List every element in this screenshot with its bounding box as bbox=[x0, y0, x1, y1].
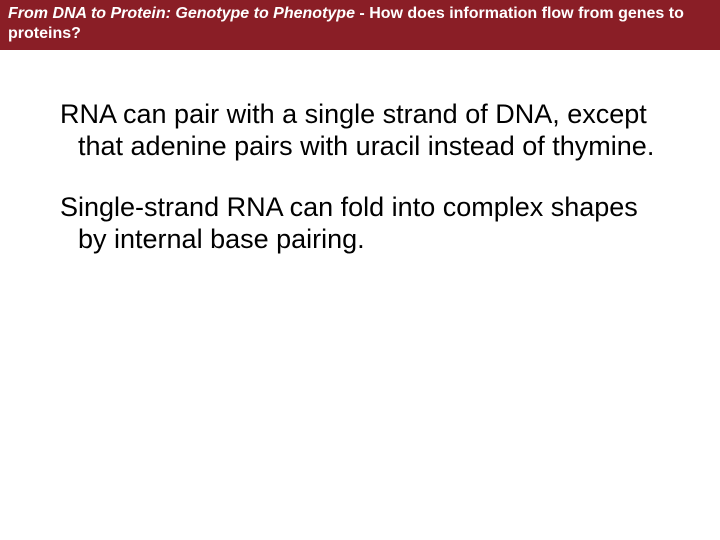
header-title-italic: From DNA to Protein: Genotype to Phenoty… bbox=[8, 5, 355, 22]
slide-header: From DNA to Protein: Genotype to Phenoty… bbox=[0, 0, 720, 50]
paragraph-1: RNA can pair with a single strand of DNA… bbox=[60, 98, 660, 163]
paragraph-2: Single-strand RNA can fold into complex … bbox=[60, 191, 660, 256]
slide-content: RNA can pair with a single strand of DNA… bbox=[0, 50, 720, 256]
